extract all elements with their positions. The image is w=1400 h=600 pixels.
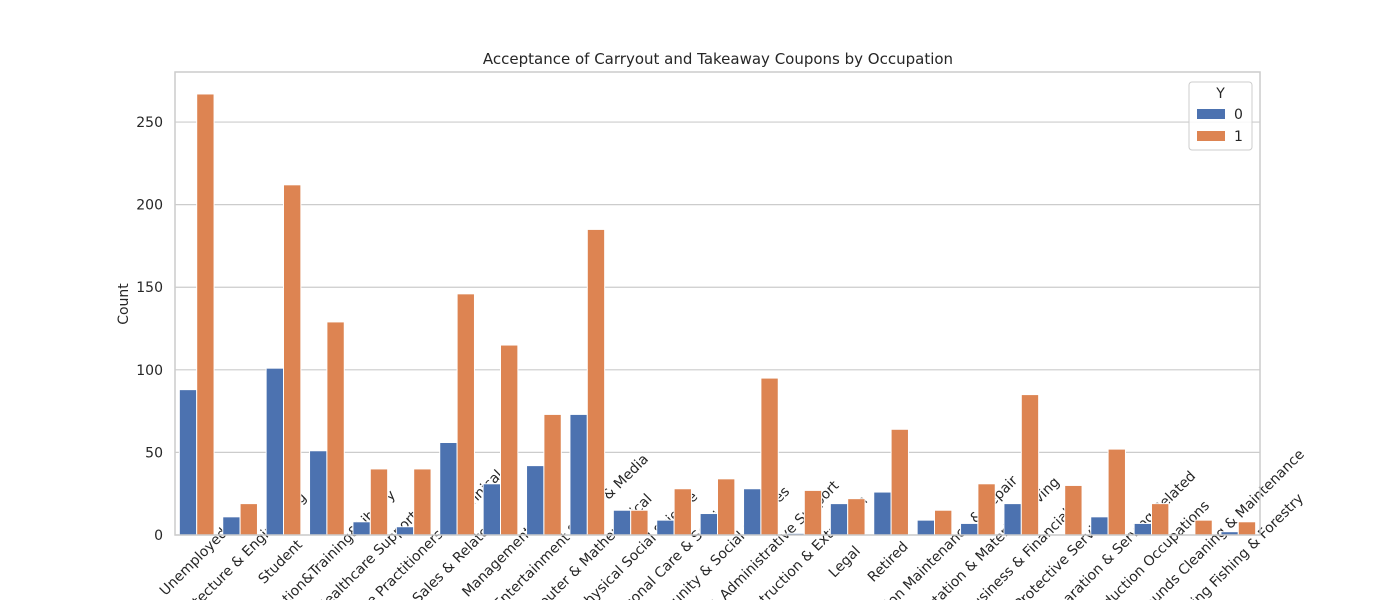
bar <box>569 413 588 536</box>
legend-title: Y <box>1215 86 1225 102</box>
bar <box>847 498 866 536</box>
bar <box>395 526 415 536</box>
bar <box>178 389 198 536</box>
y-tick-label: 0 <box>154 528 163 544</box>
bar <box>699 513 719 536</box>
chart-title: Acceptance of Carryout and Takeaway Coup… <box>483 50 953 68</box>
bar <box>439 441 458 536</box>
bar <box>829 503 849 536</box>
bar <box>1020 394 1040 536</box>
legend: Y0 1 <box>1188 81 1253 151</box>
bar <box>717 478 736 536</box>
bar <box>960 522 979 536</box>
bar <box>630 509 649 536</box>
bar <box>326 321 345 536</box>
bar <box>500 344 519 536</box>
bar <box>239 503 258 536</box>
bar <box>934 509 953 536</box>
bar <box>803 489 823 536</box>
bar <box>1133 522 1153 536</box>
legend-label: 0 <box>1234 107 1243 123</box>
bar <box>977 483 996 536</box>
bar <box>196 93 215 536</box>
bar <box>1090 516 1109 536</box>
x-tick-label: Legal <box>826 543 864 581</box>
bar <box>1064 484 1083 536</box>
bar <box>1003 503 1022 536</box>
bar <box>222 516 241 536</box>
bar <box>456 293 475 536</box>
plot-frame <box>174 71 1261 536</box>
bar <box>482 483 502 536</box>
legend-swatch <box>1197 109 1225 119</box>
bar <box>1107 448 1126 536</box>
bar <box>612 509 632 536</box>
bar <box>673 488 692 536</box>
bar <box>283 184 302 536</box>
bar <box>309 450 328 536</box>
bar <box>916 519 936 536</box>
bar <box>413 468 432 536</box>
bar <box>760 377 779 536</box>
legend-swatch <box>1197 131 1225 141</box>
y-tick-label: 100 <box>136 363 163 379</box>
bar <box>1151 503 1170 536</box>
bar <box>265 367 285 536</box>
y-tick-label: 50 <box>145 445 163 461</box>
bar <box>656 519 675 536</box>
bar <box>352 521 371 536</box>
bar <box>743 488 762 536</box>
bar <box>586 228 606 536</box>
y-tick-label: 200 <box>136 198 163 214</box>
bar <box>543 413 562 536</box>
bar <box>369 468 389 536</box>
y-tick-label: 150 <box>136 280 163 296</box>
legend-label: 1 <box>1234 129 1243 145</box>
bar <box>890 428 909 536</box>
bar <box>526 465 545 536</box>
y-axis-label: Count <box>116 283 132 325</box>
bar <box>873 491 892 536</box>
y-tick-label: 250 <box>136 115 163 131</box>
